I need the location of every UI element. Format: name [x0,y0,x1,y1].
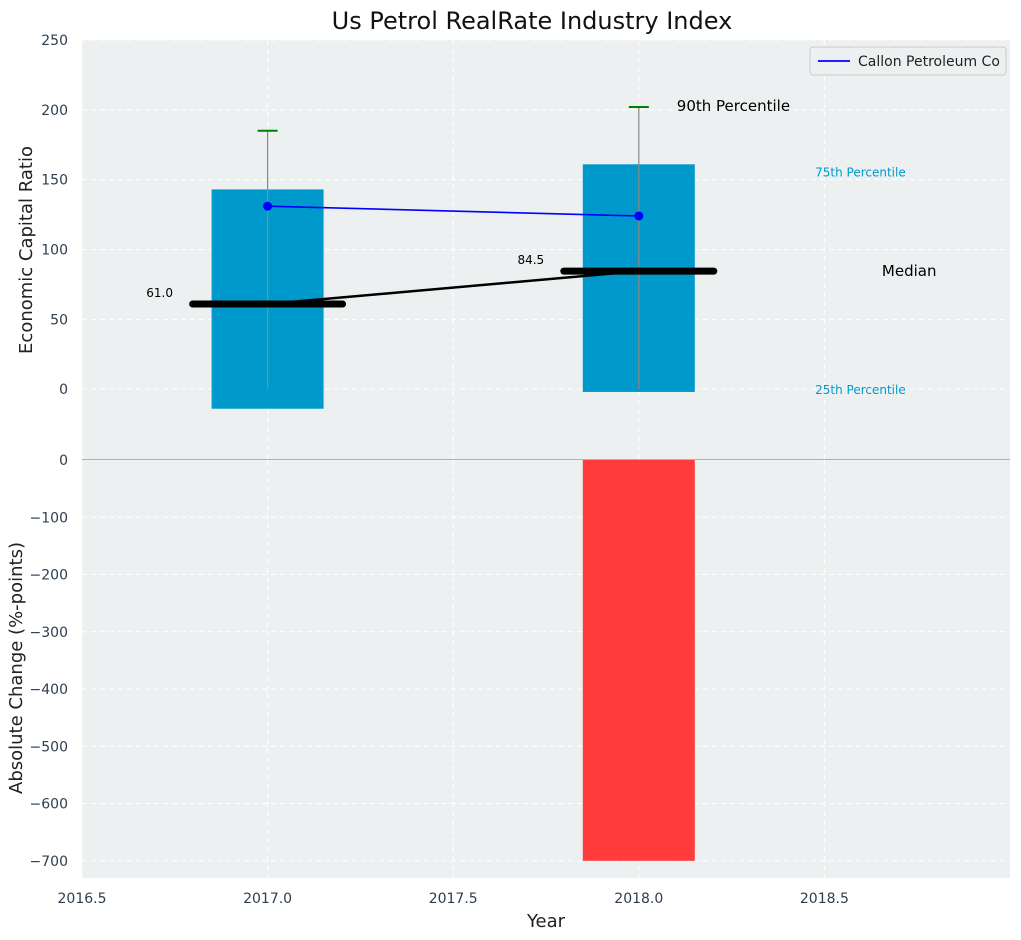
change-bar [582,460,695,861]
y-tick-label-top: 250 [41,33,68,49]
y-tick-label-bottom: −700 [30,854,68,870]
y-tick-label-bottom: −100 [30,510,68,526]
y-tick-label-top: 150 [41,173,68,189]
x-axis-label: Year [526,911,566,932]
median-trend-line [267,269,639,306]
annotation-p90: 90th Percentile [677,97,790,115]
y-tick-label-top: 200 [41,103,68,119]
median-value-label: 61.0 [146,286,173,300]
y-tick-label-bottom: −200 [30,568,68,584]
x-tick-label: 2018.5 [800,891,849,907]
y-tick-label-top: 0 [59,382,68,398]
bottom-panel-background [82,460,1010,878]
y-tick-label-top: 100 [41,243,68,259]
median-value-label: 84.5 [517,253,544,267]
y-tick-label-bottom: −500 [30,739,68,755]
annotation-p25: 25th Percentile [815,383,906,397]
legend-box [809,46,1007,76]
annotation-median: Median [882,262,937,280]
x-tick-label: 2017.5 [429,891,478,907]
legend-label: Callon Petroleum Co [858,54,1000,70]
y-tick-label-bottom: 0 [59,453,68,469]
x-tick-label: 2017.0 [243,891,292,907]
x-tick-label: 2018.0 [614,891,663,907]
company-series-line [267,205,639,217]
annotation-p75: 75th Percentile [815,165,906,179]
x-tick-label: 2016.5 [58,891,107,907]
y-tick-label-bottom: −400 [30,682,68,698]
y-axis-label-bottom: Absolute Change (%-points) [6,542,27,794]
chart-title: Us Petrol RealRate Industry Index [332,7,733,35]
y-tick-label-bottom: −300 [30,625,68,641]
company-point [263,201,273,211]
company-point [634,211,644,221]
y-tick-label-bottom: −600 [30,797,68,813]
y-axis-label-top: Economic Capital Ratio [16,146,37,354]
y-tick-label-top: 50 [50,312,68,328]
